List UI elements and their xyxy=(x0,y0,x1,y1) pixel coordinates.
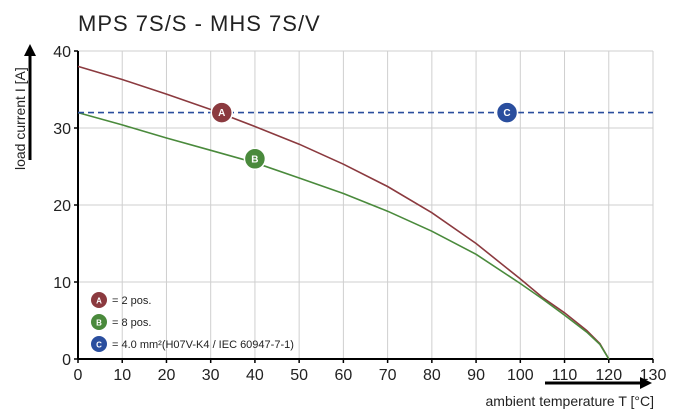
x-tick-label: 0 xyxy=(74,367,83,384)
x-tick-label: 10 xyxy=(113,367,131,384)
y-axis-label-group: load current I [A] xyxy=(12,44,36,170)
y-tick-label: 30 xyxy=(53,121,71,138)
y-tick-label: 40 xyxy=(53,44,71,61)
legend-entry-a: A = 2 pos. xyxy=(91,292,151,308)
x-axis-arrow-head xyxy=(640,377,652,389)
x-tick-label: 110 xyxy=(552,367,578,384)
legend: A = 2 pos. B = 8 pos. C = 4.0 mm²(H07V-K4 / I… xyxy=(91,292,294,352)
x-tick-label: 100 xyxy=(507,367,534,384)
y-axis-arrow-head xyxy=(24,44,36,56)
marker-b: B xyxy=(243,147,267,171)
legend-text: = 8 pos. xyxy=(112,317,151,329)
x-axis-label-group: ambient temperature T [°C] xyxy=(486,377,655,409)
legend-text: = 2 pos. xyxy=(112,295,151,307)
x-tick-labels: 0 10 20 30 40 50 60 70 80 90 100 110 120 130 xyxy=(74,367,667,384)
y-tick-label: 0 xyxy=(62,352,71,369)
x-tick-label: 50 xyxy=(290,367,308,384)
legend-swatch xyxy=(91,292,107,308)
series-lines xyxy=(77,65,653,360)
series-line-a xyxy=(77,65,610,360)
x-tick-label: 60 xyxy=(334,367,352,384)
legend-entry-b: B = 8 pos. xyxy=(91,314,151,330)
legend-letter: A xyxy=(96,297,102,306)
y-tick-labels: 0 10 20 30 40 xyxy=(53,44,71,369)
y-tick-label: 20 xyxy=(53,198,71,215)
series-line-b xyxy=(77,111,610,360)
x-tick-label: 20 xyxy=(158,367,176,384)
y-tick-label: 10 xyxy=(53,275,71,292)
legend-letter: C xyxy=(96,341,102,350)
marker-circle xyxy=(495,101,519,124)
x-tick-label: 90 xyxy=(467,367,485,384)
marker-circle xyxy=(210,101,233,124)
marker-letter: C xyxy=(503,108,510,119)
x-tick-label: 30 xyxy=(202,367,220,384)
curve-markers: A B C xyxy=(210,101,519,171)
chart-title: MPS 7S/S - MHS 7S/V xyxy=(78,11,321,36)
x-tick-label: 80 xyxy=(423,367,441,384)
marker-circle xyxy=(243,147,267,171)
legend-text: = 4.0 mm²(H07V-K4 / IEC 60947-7-1) xyxy=(112,339,294,351)
x-tick-label: 70 xyxy=(379,367,397,384)
marker-letter: A xyxy=(218,108,225,119)
marker-letter: B xyxy=(251,154,258,165)
grid xyxy=(78,50,654,359)
x-tick-label: 40 xyxy=(246,367,264,384)
marker-c: C xyxy=(495,101,519,124)
legend-swatch xyxy=(91,314,107,330)
marker-a: A xyxy=(210,101,233,124)
x-axis-label: ambient temperature T [°C] xyxy=(486,393,655,409)
x-tick-label: 120 xyxy=(595,367,622,384)
legend-entry-c: C = 4.0 mm²(H07V-K4 / IEC 60947-7-1) xyxy=(91,336,294,352)
x-tick-label: 130 xyxy=(640,367,667,384)
legend-swatch xyxy=(91,336,107,352)
legend-letter: B xyxy=(96,319,102,328)
y-axis-label: load current I [A] xyxy=(12,67,28,170)
axes xyxy=(74,50,654,363)
